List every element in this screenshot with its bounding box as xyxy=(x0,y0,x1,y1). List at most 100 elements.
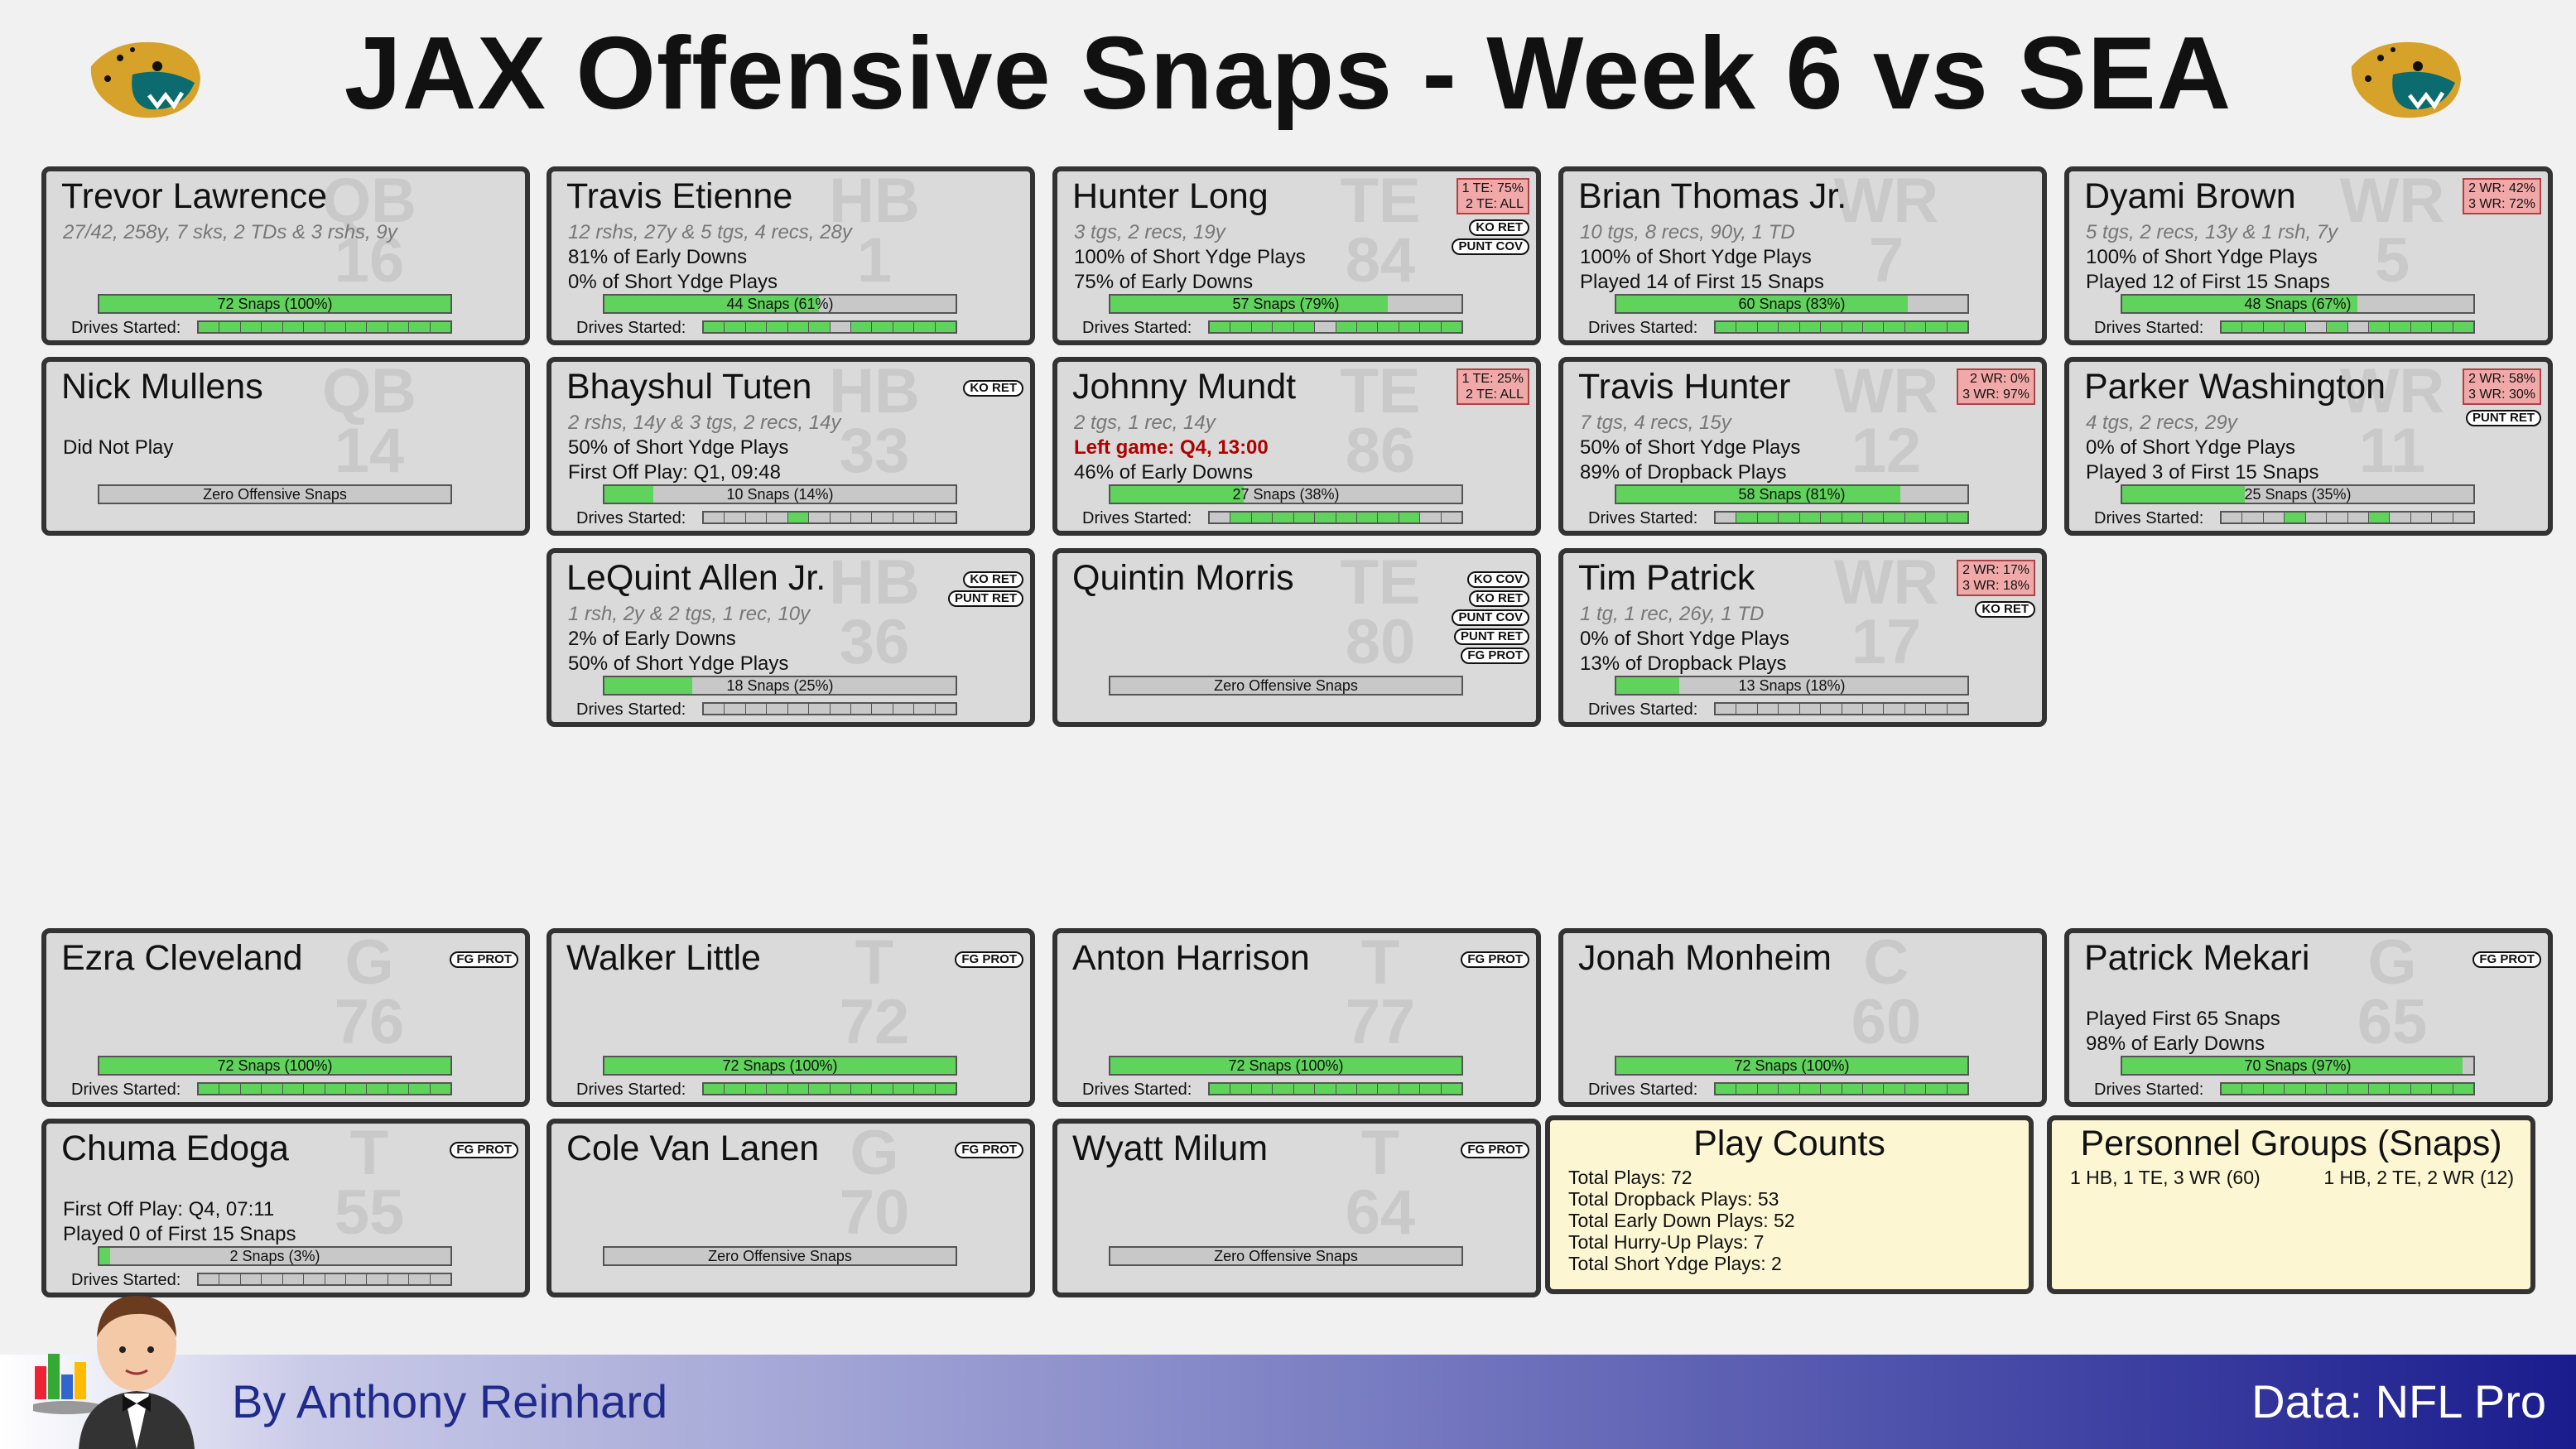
drive-segment xyxy=(2347,1084,2369,1094)
player-card: WR 5 Dyami Brown 5 tgs, 2 recs, 13y & 1 rsh… xyxy=(2064,166,2553,345)
drive-segment xyxy=(240,1084,262,1094)
snap-bar-fill xyxy=(604,486,654,503)
drive-segment xyxy=(1947,704,1968,714)
snap-count: 72 Snaps (100%) xyxy=(722,1057,838,1074)
formation-share: 2 WR: 17% 3 WR: 18% xyxy=(1957,560,2035,596)
stat-line: First Off Play: Q4, 07:11 xyxy=(63,1198,275,1220)
drive-segment xyxy=(1716,513,1737,522)
drive-segment xyxy=(1799,322,1822,332)
drives-started xyxy=(2220,320,2475,334)
player-name: Jonah Monheim xyxy=(1578,938,1832,978)
snap-count: 48 Snaps (67%) xyxy=(2244,296,2352,312)
drives-label: Drives Started: xyxy=(2094,319,2204,337)
drive-segment xyxy=(1356,322,1379,332)
snap-bar: Zero Offensive Snaps xyxy=(1109,1246,1463,1266)
position-watermark: T 55 xyxy=(295,1124,444,1244)
drive-segment xyxy=(1399,1084,1421,1094)
stat-line: 13% of Dropback Plays xyxy=(1580,652,1787,675)
stat-line: 98% of Early Downs xyxy=(2086,1033,2265,1055)
drive-segment xyxy=(1779,322,1800,332)
stat-line: Played 12 of First 15 Snaps xyxy=(2086,271,2330,293)
drives-started xyxy=(702,511,957,524)
formation-share-line: 2 TE: ALL xyxy=(1466,197,1524,211)
drive-segment xyxy=(745,704,768,714)
drive-segment xyxy=(767,1084,788,1094)
player-name: Dyami Brown xyxy=(2084,176,2296,216)
drive-segment xyxy=(1273,1084,1294,1094)
special-teams-badges: KO RET xyxy=(963,380,1023,397)
position-watermark: QB 16 xyxy=(295,171,444,292)
drive-segment xyxy=(1757,1084,1779,1094)
drive-segment xyxy=(935,704,956,714)
snap-bar: 10 Snaps (14%) xyxy=(603,484,957,504)
drive-segment xyxy=(725,704,746,714)
player-card: QB 14 Nick Mullens Did Not Play Zero Offensi… xyxy=(41,357,530,536)
drives-started xyxy=(197,1082,452,1095)
position-label: HB xyxy=(829,166,920,236)
drive-segment xyxy=(1862,513,1885,522)
play-counts-title: Play Counts xyxy=(1693,1124,1885,1163)
snap-count: 60 Snaps (83%) xyxy=(1738,296,1846,312)
drive-segment xyxy=(367,1274,388,1284)
snap-count: 18 Snaps (25%) xyxy=(726,677,834,694)
drive-segment xyxy=(935,322,956,332)
drive-segment xyxy=(1904,1084,1927,1094)
drive-segment xyxy=(1926,704,1948,714)
position-label: G xyxy=(344,928,394,998)
drive-segment xyxy=(1926,1084,1948,1094)
drive-segment xyxy=(282,1084,305,1094)
snap-bar: 18 Snaps (25%) xyxy=(603,676,957,696)
position-label: TE xyxy=(1340,357,1421,426)
stat-line: 50% of Short Ydge Plays xyxy=(568,652,789,675)
drives-label: Drives Started: xyxy=(1588,1081,1698,1099)
drive-segment xyxy=(2368,322,2391,332)
drive-segment xyxy=(872,322,893,332)
drive-segment xyxy=(1757,513,1779,522)
drive-segment xyxy=(872,1084,893,1094)
drive-segment xyxy=(1884,513,1905,522)
player-name: Walker Little xyxy=(566,938,761,978)
special-teams-badges: FG PROT xyxy=(1461,1142,1529,1158)
drive-segment xyxy=(1210,1084,1231,1094)
position-label: WR xyxy=(1833,357,1939,426)
drive-segment xyxy=(2222,322,2243,332)
drive-segment xyxy=(304,1084,325,1094)
position-label: WR xyxy=(1833,548,1939,618)
personnel-group-left: 1 HB, 1 TE, 3 WR (60) xyxy=(2070,1167,2261,1188)
drive-segment xyxy=(2285,322,2306,332)
drive-segment xyxy=(1210,513,1231,522)
drive-segment xyxy=(2242,322,2264,332)
drive-segment xyxy=(1230,322,1252,332)
position-watermark: TE 80 xyxy=(1306,553,1455,674)
drive-segment xyxy=(1273,322,1294,332)
stat-line: 100% of Short Ydge Plays xyxy=(2086,246,2318,268)
position-watermark: WR 5 xyxy=(2318,171,2467,296)
data-source: Data: NFL Pro xyxy=(2251,1375,2546,1427)
drives-started xyxy=(197,320,452,334)
drive-segment xyxy=(2347,513,2369,522)
special-teams-badge: FG PROT xyxy=(1461,1142,1529,1158)
drive-segment xyxy=(282,322,305,332)
drive-segment xyxy=(2327,322,2348,332)
stat-line: 50% of Short Ydge Plays xyxy=(568,436,789,459)
drive-segment xyxy=(2327,1084,2348,1094)
snap-count: 72 Snaps (100%) xyxy=(217,1057,333,1074)
position-label: G xyxy=(850,1119,899,1188)
drive-segment xyxy=(1315,1084,1336,1094)
drive-segment xyxy=(767,322,788,332)
drive-segment xyxy=(2432,513,2453,522)
special-teams-badge: FG PROT xyxy=(955,951,1023,968)
drive-segment xyxy=(2453,322,2474,332)
special-teams-badge: FG PROT xyxy=(1461,951,1529,968)
player-card: TE 84 Hunter Long 3 tgs, 2 recs, 19y 100% of… xyxy=(1052,166,1541,345)
jersey-number: 5 xyxy=(2374,225,2410,296)
player-card: T 77 Anton Harrison 72 Snaps (100%) Drives S… xyxy=(1052,928,1541,1107)
drive-segment xyxy=(2410,513,2433,522)
player-card: TE 80 Quintin Morris Zero Offensive Snaps KO… xyxy=(1052,548,1541,727)
personnel-group-right: 1 HB, 2 TE, 2 WR (12) xyxy=(2323,1167,2514,1188)
drive-segment xyxy=(767,704,788,714)
formation-share-line: 1 TE: 25% xyxy=(1461,372,1524,386)
position-label: HB xyxy=(829,548,920,618)
snap-bar-fill xyxy=(1616,677,1680,694)
drive-segment xyxy=(1315,322,1336,332)
